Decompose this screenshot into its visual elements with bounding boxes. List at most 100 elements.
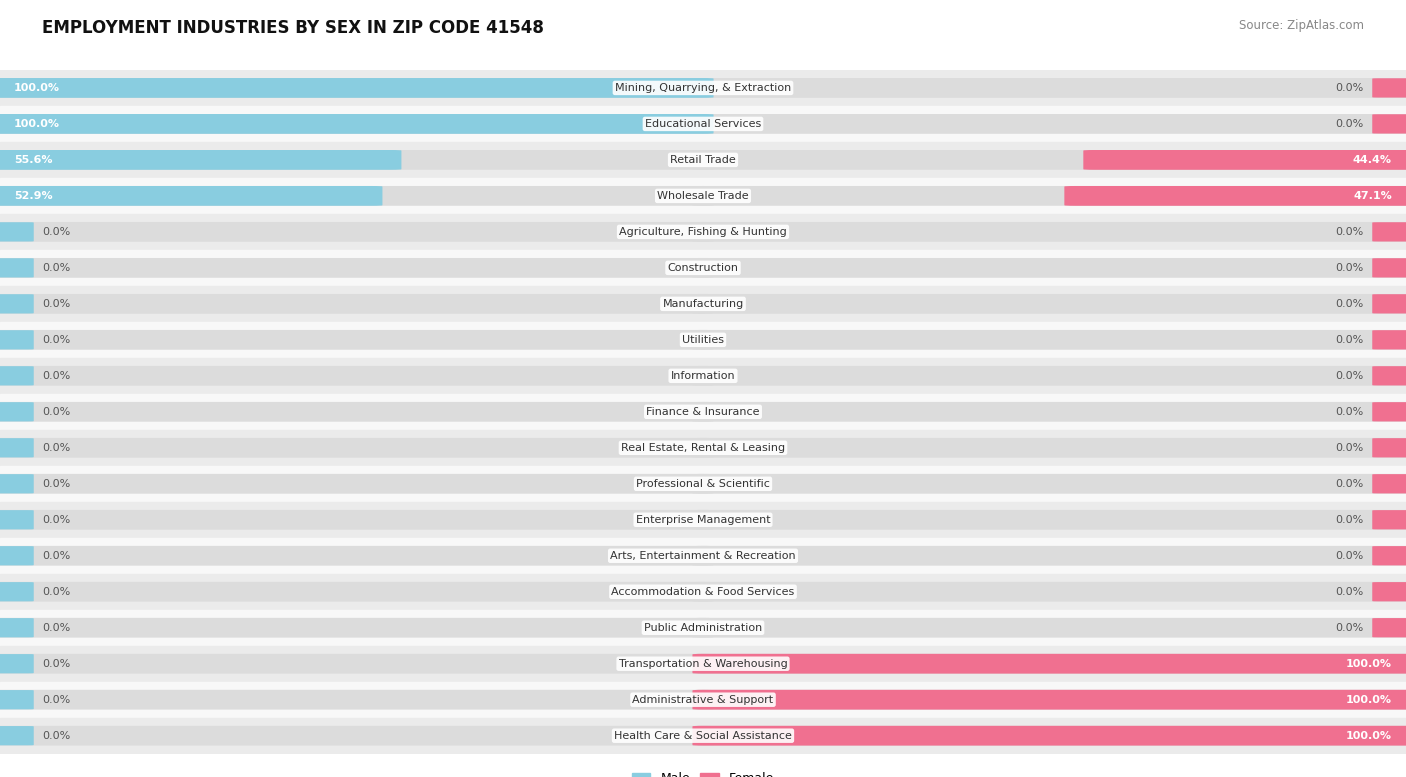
Text: 0.0%: 0.0% [1336,479,1364,489]
Text: 0.0%: 0.0% [1336,119,1364,129]
Text: Construction: Construction [668,263,738,273]
FancyBboxPatch shape [693,582,1406,601]
Text: 0.0%: 0.0% [42,335,70,345]
Bar [0,502,1406,538]
FancyBboxPatch shape [1372,546,1406,566]
FancyBboxPatch shape [0,294,714,314]
FancyBboxPatch shape [0,330,34,350]
FancyBboxPatch shape [0,690,714,709]
Bar [0,214,1406,250]
FancyBboxPatch shape [0,653,714,674]
Bar [0,394,1406,430]
Bar [0,358,1406,394]
FancyBboxPatch shape [1372,438,1406,458]
FancyBboxPatch shape [1372,510,1406,529]
Text: Health Care & Social Assistance: Health Care & Social Assistance [614,730,792,740]
FancyBboxPatch shape [693,653,1406,674]
Text: Wholesale Trade: Wholesale Trade [657,191,749,201]
FancyBboxPatch shape [0,582,34,601]
Bar [0,646,1406,681]
Text: Administrative & Support: Administrative & Support [633,695,773,705]
FancyBboxPatch shape [0,726,34,745]
Text: Information: Information [671,371,735,381]
Bar [0,538,1406,573]
FancyBboxPatch shape [1372,114,1406,134]
FancyBboxPatch shape [0,510,714,530]
Bar [0,286,1406,322]
Text: 0.0%: 0.0% [1336,83,1364,93]
FancyBboxPatch shape [693,402,1406,422]
Text: 44.4%: 44.4% [1353,155,1392,165]
Text: 0.0%: 0.0% [1336,515,1364,524]
FancyBboxPatch shape [0,78,714,98]
FancyBboxPatch shape [0,582,714,601]
FancyBboxPatch shape [693,726,1406,746]
FancyBboxPatch shape [693,294,1406,314]
Bar [0,610,1406,646]
Text: 0.0%: 0.0% [42,443,70,453]
FancyBboxPatch shape [0,618,714,638]
Text: 0.0%: 0.0% [42,263,70,273]
FancyBboxPatch shape [0,618,34,637]
FancyBboxPatch shape [1372,402,1406,421]
FancyBboxPatch shape [0,546,34,566]
Bar [0,70,1406,106]
Text: 100.0%: 100.0% [14,119,60,129]
FancyBboxPatch shape [0,726,714,746]
FancyBboxPatch shape [0,150,714,170]
Text: Professional & Scientific: Professional & Scientific [636,479,770,489]
FancyBboxPatch shape [693,78,1406,98]
Text: 100.0%: 100.0% [1346,659,1392,669]
FancyBboxPatch shape [0,258,714,277]
Text: 0.0%: 0.0% [1336,407,1364,416]
Text: Arts, Entertainment & Recreation: Arts, Entertainment & Recreation [610,551,796,561]
Text: 0.0%: 0.0% [1336,371,1364,381]
Text: Educational Services: Educational Services [645,119,761,129]
Text: 0.0%: 0.0% [42,479,70,489]
Text: 0.0%: 0.0% [1336,587,1364,597]
Text: Utilities: Utilities [682,335,724,345]
Text: 0.0%: 0.0% [42,622,70,632]
FancyBboxPatch shape [0,366,714,385]
FancyBboxPatch shape [1084,150,1406,170]
FancyBboxPatch shape [693,438,1406,458]
Text: 0.0%: 0.0% [1336,263,1364,273]
FancyBboxPatch shape [0,690,34,709]
Text: 0.0%: 0.0% [1336,227,1364,237]
Text: 0.0%: 0.0% [1336,335,1364,345]
Bar [0,573,1406,610]
Bar [0,322,1406,358]
Text: 0.0%: 0.0% [42,515,70,524]
Text: 0.0%: 0.0% [1336,622,1364,632]
Text: Transportation & Warehousing: Transportation & Warehousing [619,659,787,669]
FancyBboxPatch shape [693,114,1406,134]
FancyBboxPatch shape [0,294,34,313]
FancyBboxPatch shape [1372,474,1406,493]
FancyBboxPatch shape [1372,294,1406,313]
FancyBboxPatch shape [693,222,1406,242]
Legend: Male, Female: Male, Female [631,772,775,777]
Bar [0,718,1406,754]
FancyBboxPatch shape [693,150,1406,170]
FancyBboxPatch shape [0,546,714,566]
FancyBboxPatch shape [693,510,1406,530]
Bar [0,681,1406,718]
FancyBboxPatch shape [1372,366,1406,385]
FancyBboxPatch shape [1372,330,1406,350]
FancyBboxPatch shape [693,690,1406,709]
FancyBboxPatch shape [0,438,714,458]
Text: Real Estate, Rental & Leasing: Real Estate, Rental & Leasing [621,443,785,453]
Text: 0.0%: 0.0% [42,371,70,381]
Text: Agriculture, Fishing & Hunting: Agriculture, Fishing & Hunting [619,227,787,237]
Text: 0.0%: 0.0% [42,730,70,740]
FancyBboxPatch shape [0,222,34,242]
FancyBboxPatch shape [0,474,34,493]
Text: 0.0%: 0.0% [42,299,70,308]
FancyBboxPatch shape [0,510,34,529]
Text: 0.0%: 0.0% [1336,551,1364,561]
Text: Public Administration: Public Administration [644,622,762,632]
FancyBboxPatch shape [693,690,1406,709]
FancyBboxPatch shape [0,150,402,170]
Text: Retail Trade: Retail Trade [671,155,735,165]
FancyBboxPatch shape [0,222,714,242]
